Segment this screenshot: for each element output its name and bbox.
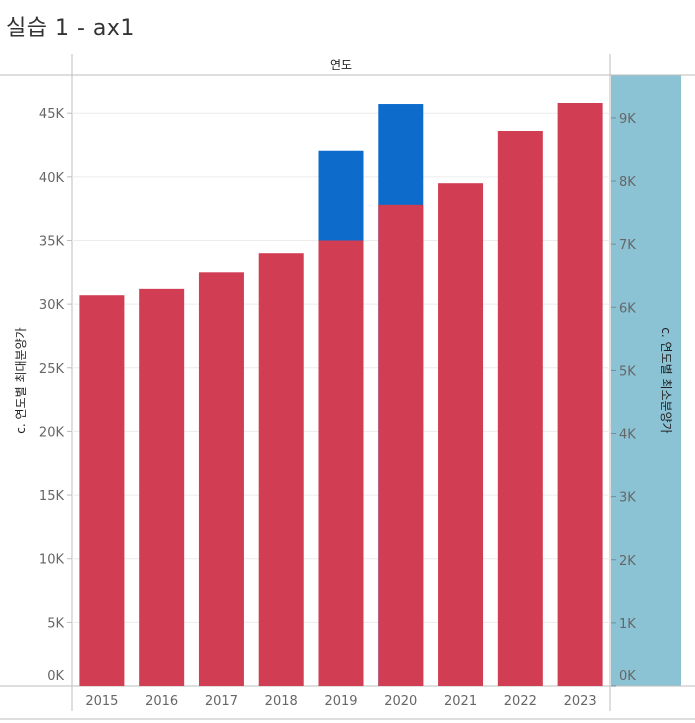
max-price-bar-2015 bbox=[79, 295, 125, 686]
right-axis-title: c. 연도별 최소분양가 bbox=[659, 327, 673, 433]
left-tick-label: 15K bbox=[39, 489, 65, 504]
max-price-bar-2020 bbox=[378, 204, 424, 686]
right-tick-label: 8K bbox=[619, 175, 636, 190]
x-tick-label: 2021 bbox=[444, 694, 477, 709]
left-axis-ticks: 0K 5K 10K 15K 20K 25K 30K 35K 40K 45K bbox=[39, 107, 72, 687]
left-axis-title: c. 연도별 최대분양가 bbox=[14, 327, 28, 433]
right-tick-label: 6K bbox=[619, 301, 636, 316]
x-tick-label: 2018 bbox=[265, 694, 298, 709]
right-tick-label: 0K bbox=[619, 669, 636, 684]
max-price-bar-2021 bbox=[438, 183, 484, 686]
right-tick-label: 5K bbox=[619, 364, 636, 379]
x-tick-label: 2020 bbox=[384, 694, 417, 709]
max-price-bar-2022 bbox=[497, 131, 543, 687]
right-axis-ticks: 0K 1K 2K 3K 4K 5K 6K 7K 8K 9K bbox=[611, 112, 636, 687]
left-tick-label: 40K bbox=[39, 171, 65, 186]
right-tick-label: 3K bbox=[619, 491, 636, 506]
right-axis-background bbox=[611, 75, 681, 686]
left-tick-label: 10K bbox=[39, 553, 65, 568]
max-price-bars bbox=[79, 103, 603, 687]
left-tick-label: 30K bbox=[39, 298, 65, 313]
x-tick-label: 2019 bbox=[324, 694, 357, 709]
max-price-bar-2018 bbox=[258, 253, 304, 687]
column-header: 연도 bbox=[330, 58, 352, 72]
left-tick-label: 25K bbox=[39, 362, 65, 377]
right-tick-label: 4K bbox=[619, 428, 636, 443]
x-tick-label: 2016 bbox=[145, 694, 178, 709]
x-axis-ticks: 2015 2016 2017 2018 2019 2020 2021 2022 2023 bbox=[85, 694, 596, 709]
x-tick-label: 2022 bbox=[504, 694, 537, 709]
left-tick-label: 20K bbox=[39, 425, 65, 440]
max-price-bar-2017 bbox=[198, 272, 244, 686]
right-tick-label: 9K bbox=[619, 112, 636, 127]
right-tick-label: 1K bbox=[619, 617, 636, 632]
page-title: 실습 1 - ax1 bbox=[6, 16, 135, 41]
x-tick-label: 2023 bbox=[564, 694, 597, 709]
chart-frame bbox=[0, 54, 695, 720]
x-tick-label: 2017 bbox=[205, 694, 238, 709]
max-price-bar-2016 bbox=[139, 288, 185, 686]
max-price-bar-2019 bbox=[318, 240, 364, 686]
x-tick-label: 2015 bbox=[85, 694, 118, 709]
right-tick-label: 7K bbox=[619, 238, 636, 253]
right-tick-label: 2K bbox=[619, 554, 636, 569]
left-tick-label: 0K bbox=[47, 669, 64, 684]
max-price-bar-2023 bbox=[557, 103, 603, 687]
left-tick-label: 45K bbox=[39, 107, 65, 122]
left-tick-label: 5K bbox=[47, 616, 64, 631]
left-tick-label: 35K bbox=[39, 234, 65, 249]
